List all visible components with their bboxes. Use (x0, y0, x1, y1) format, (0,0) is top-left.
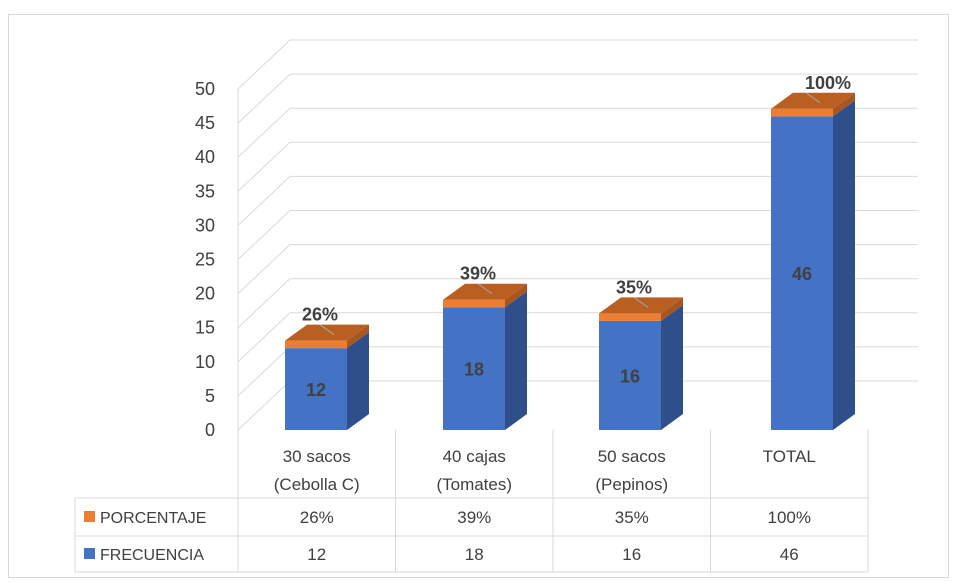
data-label-frecuencia: 46 (792, 264, 812, 284)
x-category-label: TOTAL (763, 447, 816, 466)
bar-frecuencia-side (505, 291, 527, 430)
gridline-side (237, 380, 291, 431)
bar-layer (285, 92, 855, 430)
gridline-side (237, 176, 291, 226)
data-label-frecuencia: 12 (306, 380, 326, 400)
legend-key-porcentaje (84, 511, 95, 522)
table-cell-frecuencia: 46 (780, 545, 799, 564)
leader-line (805, 92, 821, 104)
gridline-side (237, 346, 291, 397)
y-tick-label: 20 (195, 284, 215, 304)
data-label-porcentaje: 39% (460, 264, 496, 284)
table-cell-porcentaje: 100% (768, 508, 811, 527)
bar-frecuencia-side (661, 304, 683, 430)
y-tick-label: 5 (205, 386, 215, 406)
legend-label-porcentaje: PORCENTAJE (100, 510, 206, 527)
table-cell-frecuencia: 18 (465, 545, 484, 564)
x-category-label: (Tomates) (436, 475, 512, 494)
data-label-frecuencia: 18 (464, 360, 484, 380)
leader-line (477, 283, 493, 295)
bar-porcentaje-side (833, 92, 855, 117)
gridline-side (237, 278, 291, 329)
bar-frecuencia (599, 320, 661, 430)
table-cell-porcentaje: 26% (300, 508, 334, 527)
x-category-label: (Cebolla C) (274, 475, 360, 494)
gridline-side (237, 210, 291, 260)
bar-porcentaje (599, 313, 661, 321)
y-tick-label: 10 (195, 352, 215, 372)
bar-porcentaje-side (347, 324, 369, 349)
bar-porcentaje (443, 299, 505, 308)
data-labels: 12 26% 18 39% 16 35% 46 100% (302, 73, 851, 400)
bar-frecuencia-side (347, 332, 369, 430)
leader-line (319, 324, 335, 336)
leader-line (633, 296, 649, 308)
bar-frecuencia (771, 116, 833, 430)
bar-porcentaje (285, 340, 347, 349)
bar-top-face (285, 324, 369, 341)
y-tick-label: 50 (195, 79, 215, 99)
table-cell-porcentaje: 39% (457, 508, 491, 527)
bar-porcentaje (771, 108, 833, 117)
table-cell-frecuencia: 16 (622, 545, 641, 564)
gridline-side (237, 107, 291, 158)
y-axis-ticks: 0 5 10 15 20 25 30 35 40 45 50 (195, 79, 215, 440)
x-category-label: 40 cajas (443, 447, 506, 466)
bar-frecuencia-side (833, 100, 855, 430)
data-label-porcentaje: 100% (805, 73, 851, 93)
gridline-side (237, 141, 291, 192)
bar-top-face (771, 92, 855, 109)
gridline-side (237, 312, 291, 363)
x-category-label: 50 sacos (598, 447, 666, 466)
table-cell-frecuencia: 12 (307, 545, 326, 564)
legend-label-frecuencia: FRECUENCIA (100, 547, 204, 564)
y-tick-label: 30 (195, 215, 215, 235)
bar-porcentaje-side (505, 283, 527, 308)
data-label-porcentaje: 35% (616, 277, 652, 297)
gridline-side (237, 244, 291, 294)
gridline-side (237, 39, 291, 90)
data-table: 30 sacos (Cebolla C) 40 cajas (Tomates) 50 s… (74, 430, 869, 573)
bar-frecuencia (443, 307, 505, 430)
table-cell-porcentaje: 35% (615, 508, 649, 527)
gridline-side (237, 73, 291, 124)
data-label-porcentaje: 26% (302, 305, 338, 325)
y-tick-label: 0 (205, 420, 215, 440)
x-category-label: (Pepinos) (595, 475, 668, 494)
y-tick-label: 40 (195, 147, 215, 167)
bar-frecuencia (285, 348, 347, 430)
x-category-label: 30 sacos (283, 447, 351, 466)
legend-key-frecuencia (84, 548, 95, 559)
y-tick-label: 25 (195, 250, 215, 270)
y-tick-label: 15 (195, 318, 215, 338)
y-tick-label: 45 (195, 113, 215, 133)
bar-porcentaje-side (661, 297, 683, 321)
data-label-frecuencia: 16 (620, 366, 640, 386)
bar-top-face (443, 283, 527, 300)
bar-top-face (599, 297, 683, 314)
y-tick-label: 35 (195, 181, 215, 201)
